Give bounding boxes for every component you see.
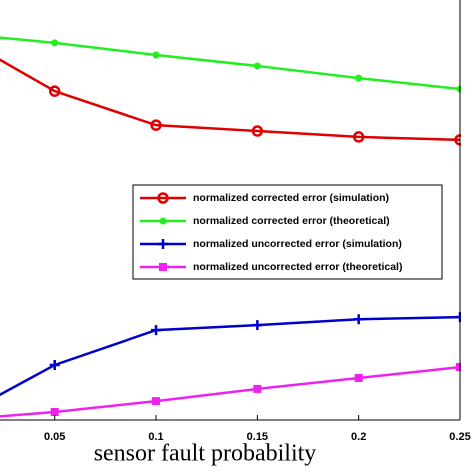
legend-marker	[159, 263, 167, 271]
plot-area	[0, 36, 461, 418]
legend: normalized corrected error (simulation) n…	[132, 184, 443, 280]
marker	[49, 359, 60, 370]
marker	[152, 397, 161, 406]
series-line	[0, 36, 461, 91]
marker	[253, 384, 262, 393]
marker	[251, 125, 264, 137]
legend-marker	[158, 239, 168, 249]
x-tick-label: 0.25	[449, 431, 470, 443]
legend-marker	[159, 217, 167, 225]
marker	[151, 325, 162, 336]
marker	[253, 62, 261, 70]
series-line	[0, 315, 461, 397]
series-line	[0, 365, 461, 418]
x-tick-label: 0.1	[148, 431, 163, 443]
legend-label: normalized corrected error (theoretical)	[193, 215, 390, 227]
marker	[352, 131, 365, 143]
marker	[353, 314, 364, 325]
marker	[355, 74, 363, 82]
legend-label: normalized corrected error (simulation)	[193, 192, 389, 204]
x-tick-label: 0.15	[247, 431, 268, 443]
marker	[50, 408, 59, 417]
x-tick-label: 0.05	[44, 431, 65, 443]
marker	[354, 374, 363, 382]
legend-label: normalized uncorrected error (simulation…	[193, 238, 402, 250]
x-axis-label: sensor fault probability	[94, 441, 317, 467]
marker	[150, 119, 162, 131]
marker	[456, 363, 461, 372]
legend-label: normalized uncorrected error (theoretica…	[193, 261, 402, 273]
x-tick-label: 0.2	[351, 431, 366, 443]
marker	[48, 85, 61, 97]
marker	[51, 39, 59, 47]
legend-marker	[157, 192, 169, 204]
series-line	[0, 58, 461, 142]
marker	[252, 320, 263, 331]
legend-box	[132, 184, 443, 280]
marker	[152, 51, 160, 59]
